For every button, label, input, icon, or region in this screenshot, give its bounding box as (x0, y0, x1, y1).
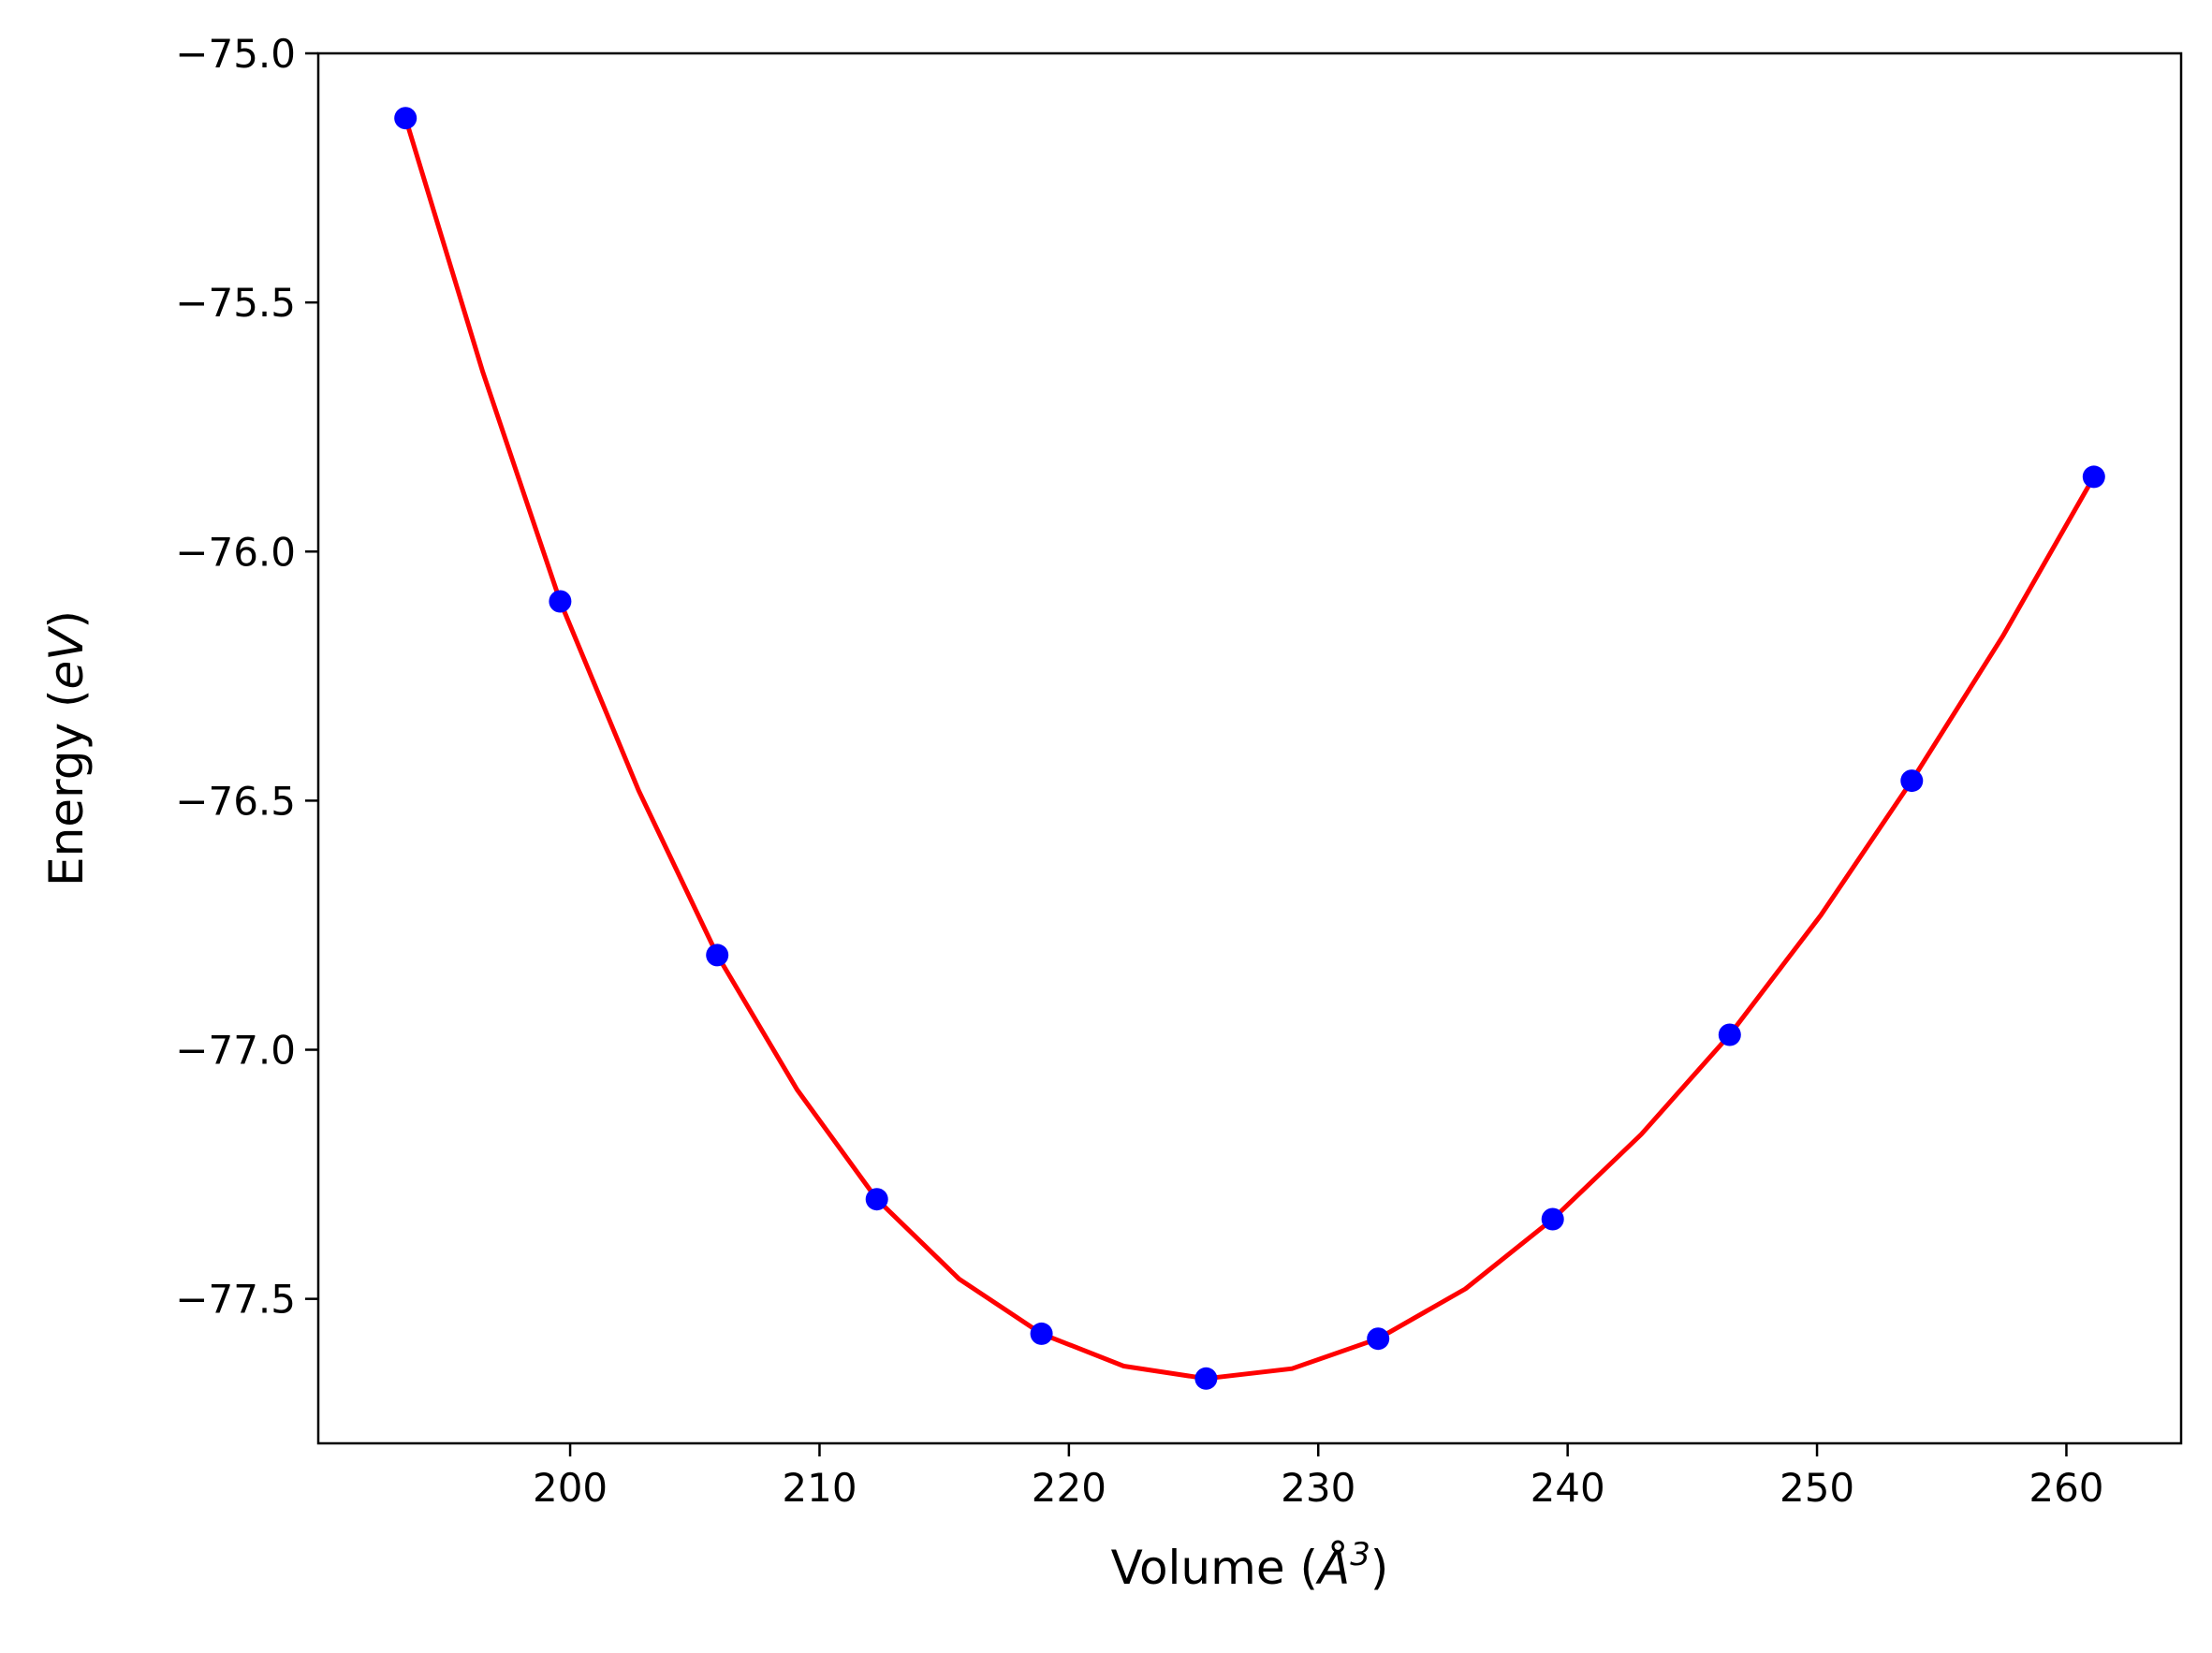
y-axis-label-suffix: ) (39, 610, 94, 629)
data-point (1367, 1327, 1390, 1351)
y-axis-label-prefix: Energy ( (39, 690, 94, 886)
data-point (1030, 1322, 1053, 1345)
x-axis-label-exponent: 3 (1350, 1536, 1370, 1573)
data-point (2082, 465, 2105, 489)
x-axis-label-symbol: Å (1315, 1541, 1350, 1595)
y-tick-label: −76.0 (175, 529, 296, 575)
y-tick-label: −77.5 (175, 1277, 296, 1323)
y-axis-ticks: −75.0 −75.5 −76.0 −76.5 −77.0 −77.5 (175, 31, 318, 1323)
data-point (1541, 1207, 1564, 1231)
x-tick-label: 240 (1531, 1465, 1605, 1511)
plot-area-frame (316, 51, 2183, 1445)
data-point (865, 1188, 888, 1211)
x-axis-label-suffix: ) (1370, 1541, 1389, 1595)
data-point (1194, 1367, 1218, 1390)
y-tick-label: −75.0 (175, 31, 296, 77)
y-tick-label: −77.0 (175, 1028, 296, 1074)
x-axis-label: Volume (Å3) (1111, 1536, 1389, 1595)
data-point (549, 590, 572, 613)
x-tick-label: 210 (782, 1465, 857, 1511)
data-point (706, 944, 729, 967)
x-tick-label: 250 (1780, 1465, 1854, 1511)
x-axis-label-prefix: Volume ( (1111, 1541, 1318, 1595)
y-axis-label-symbol: eV (39, 625, 94, 690)
x-tick-label: 200 (533, 1465, 608, 1511)
data-point (394, 107, 417, 130)
data-point (1900, 769, 1924, 793)
data-points-layer (394, 107, 2105, 1390)
x-tick-label: 220 (1032, 1465, 1106, 1511)
x-tick-label: 260 (2029, 1465, 2103, 1511)
data-point (1718, 1023, 1741, 1046)
y-tick-label: −76.5 (175, 778, 296, 824)
y-axis-label: Energy (eV) (39, 610, 94, 886)
y-tick-label: −75.5 (175, 280, 296, 326)
x-axis-ticks: 200 210 220 230 240 250 260 (533, 1443, 2104, 1511)
x-tick-label: 230 (1281, 1465, 1355, 1511)
